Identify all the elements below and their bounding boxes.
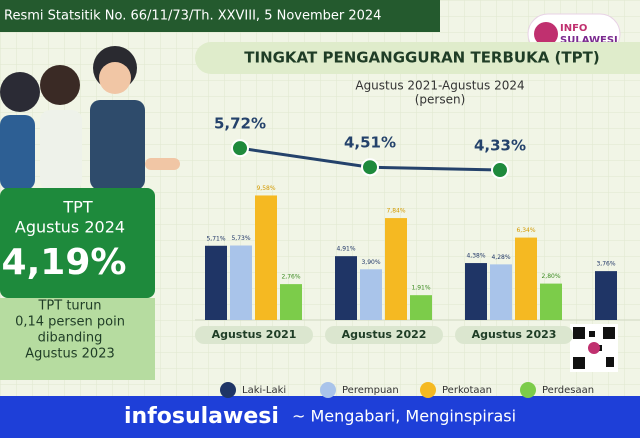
sidebar-note-box [0, 298, 155, 380]
bar-value-label: 4,38% [466, 253, 485, 260]
bar-value-label: 3,76% [596, 261, 615, 268]
bar-value-label: 2,76% [281, 274, 300, 281]
legend-label: Laki-Laki [242, 385, 286, 396]
bar-value-label: 5,71% [206, 235, 225, 242]
tpt-value-label: 4,51% [344, 134, 396, 152]
bar-value-label: 6,34% [516, 227, 535, 234]
bar-value-label: 2,80% [541, 273, 560, 280]
legend-label: Perempuan [342, 385, 399, 396]
footer-brand: infosulawesi [124, 404, 279, 429]
bar-value-label: 5,73% [231, 235, 250, 242]
header-bar [0, 0, 440, 32]
x-tick-label: Agustus 2021 [212, 328, 297, 341]
title-banner [195, 42, 640, 74]
bar [465, 263, 487, 320]
bar [255, 195, 277, 320]
bar [230, 245, 252, 320]
bar-value-label: 7,84% [386, 208, 405, 215]
bar [595, 271, 617, 320]
logo-bottom: SULAWESI [560, 35, 618, 46]
bar [490, 264, 512, 320]
chart-subtitle: Agustus 2021-Agustus 2024 [355, 79, 524, 93]
legend-label: Perkotaan [442, 385, 492, 396]
sidebar-label: TPT [62, 198, 92, 217]
chart-unit: (persen) [415, 93, 466, 107]
bar [205, 245, 227, 320]
footer-bar [0, 396, 640, 438]
legend-swatch [420, 382, 436, 398]
bar [280, 284, 302, 320]
bar [360, 269, 382, 320]
legend-label: Perdesaan [542, 385, 594, 396]
header-subtitle: Resmi Statsitik No. 66/11/73/Th. XXVIII,… [4, 9, 381, 24]
sidebar-note: 0,14 persen poin [15, 315, 125, 330]
sidebar-note: dibanding [38, 331, 103, 346]
bar-value-label: 1,91% [411, 285, 430, 292]
tpt-point [361, 158, 379, 177]
bar [540, 283, 562, 320]
legend-swatch [320, 382, 336, 398]
bar-value-label: 3,90% [361, 259, 380, 266]
x-tick-label: Agustus 2023 [472, 328, 557, 341]
tpt-value-label: 4,33% [474, 137, 526, 155]
bar [385, 218, 407, 320]
x-tick-label: Agustus 2022 [342, 328, 427, 341]
bar-value-label: 4,91% [336, 246, 355, 253]
plot: Agustus 2021 Agustus 2022 Agustus 2023 5,71… [195, 115, 640, 398]
tpt-value-label: 5,72% [214, 115, 266, 133]
legend-swatch [220, 382, 236, 398]
bar-value-label: 4,28% [491, 254, 510, 261]
logo-top: INFO [560, 23, 587, 34]
bar-value-label: 9,58% [256, 185, 275, 192]
logo-icon [534, 22, 558, 46]
people-illustration [0, 46, 180, 190]
sidebar-note: TPT turun [37, 299, 101, 314]
category-pill [455, 326, 573, 344]
sidebar-value: 4,19% [2, 242, 127, 283]
bar [515, 237, 537, 320]
category-pill [325, 326, 443, 344]
legend-swatch [520, 382, 536, 398]
bar [335, 256, 357, 320]
footer-tagline: ~ Mengabari, Menginspirasi [292, 407, 516, 426]
qr-code [570, 324, 618, 372]
tpt-point [491, 161, 509, 180]
tpt-point [231, 139, 249, 158]
category-pill [195, 326, 313, 344]
sidebar-box [0, 188, 155, 298]
chart-title: TINGKAT PENGANGGURAN TERBUKA (TPT) [244, 49, 599, 67]
sidebar-period: Agustus 2024 [15, 218, 125, 237]
bar [410, 295, 432, 320]
sidebar-note: Agustus 2023 [25, 347, 114, 362]
